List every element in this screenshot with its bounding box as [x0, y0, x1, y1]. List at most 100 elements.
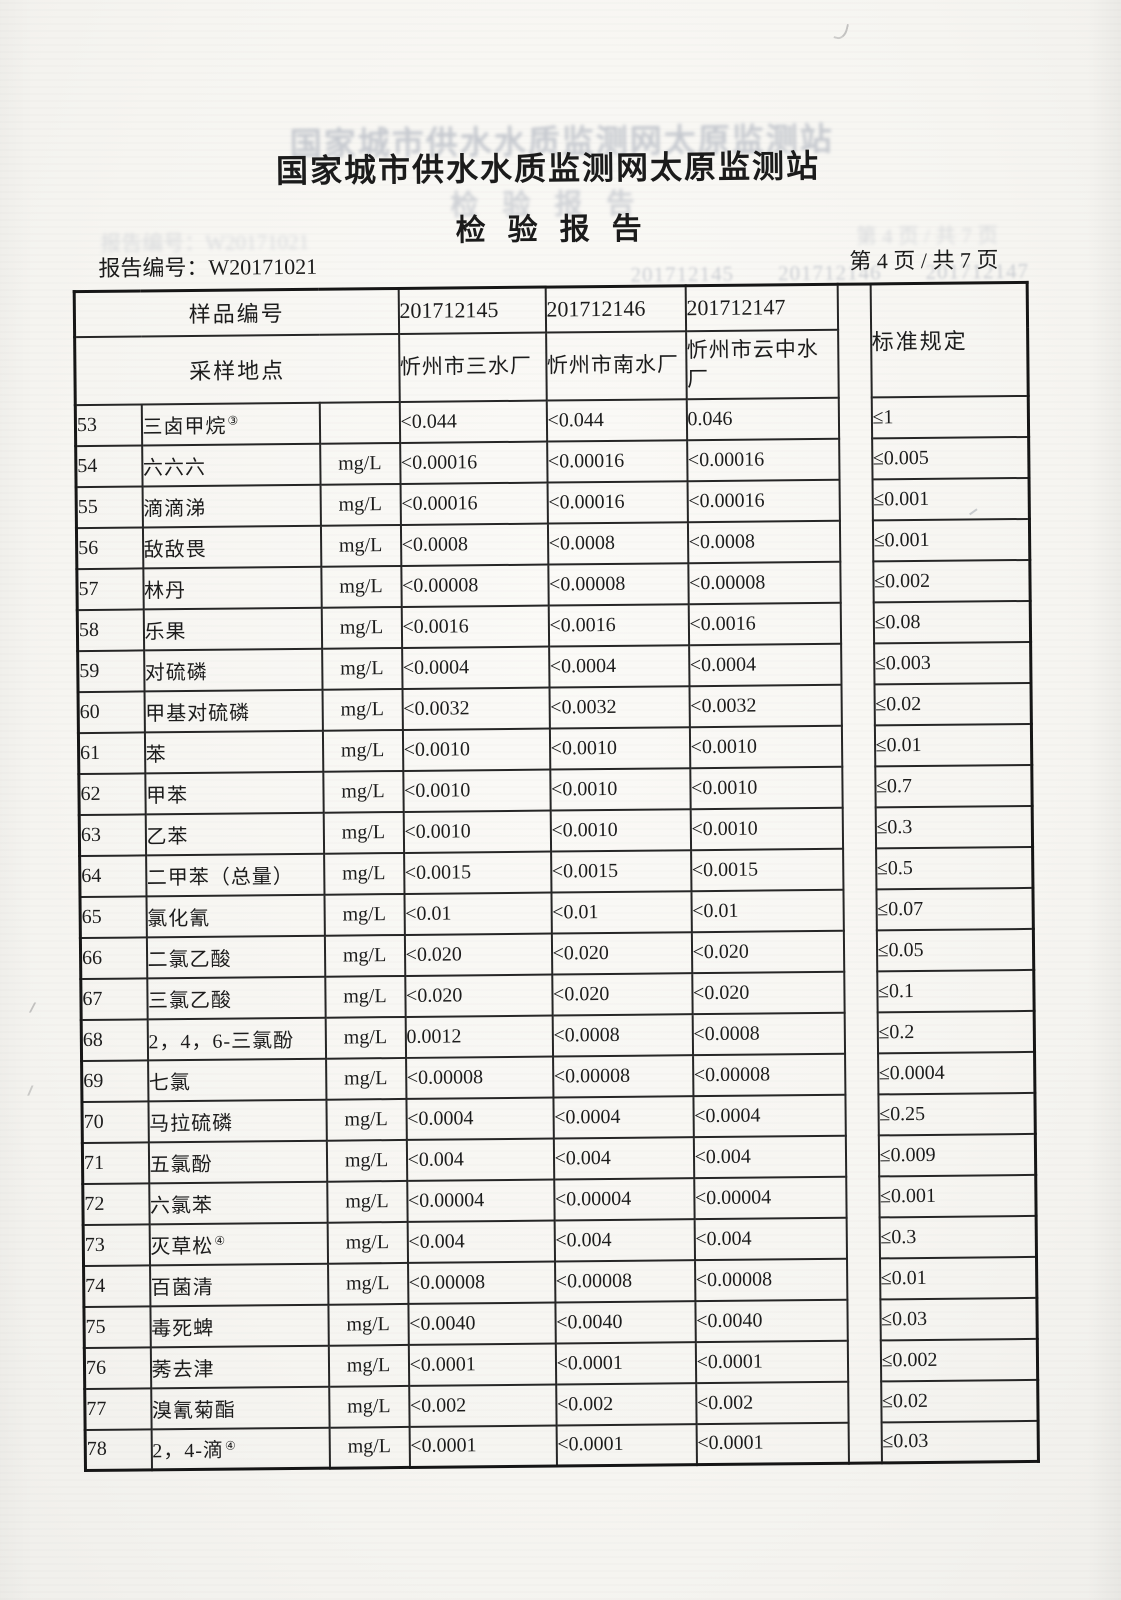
parameter-name: 甲苯 [144, 771, 324, 814]
result-sample-2: <0.0010 [549, 726, 690, 770]
result-sample-3: <0.0010 [690, 807, 843, 850]
standard-limit: ≤0.5 [875, 846, 1033, 889]
parameter-unit: mg/L [320, 565, 402, 608]
parameter-name: 溴氰菊酯 [150, 1386, 330, 1429]
result-sample-2: <0.0010 [549, 767, 691, 811]
result-sample-3: <0.00008 [694, 1258, 847, 1301]
result-sample-2: <0.00008 [554, 1259, 695, 1303]
result-sample-1: 0.0012 [405, 1015, 553, 1058]
standard-limit: ≤0.1 [876, 969, 1035, 1012]
parameter-unit: mg/L [319, 442, 401, 485]
result-sample-3: <0.0015 [690, 848, 843, 891]
parameter-index: 63 [79, 813, 146, 856]
parameter-name: 对硫磷 [143, 648, 323, 691]
result-sample-3: <0.004 [694, 1217, 847, 1260]
result-sample-2: <0.0008 [552, 1013, 693, 1057]
scan-artifact [28, 1002, 44, 1013]
result-sample-2: <0.0015 [550, 849, 691, 893]
result-sample-2: <0.0032 [549, 685, 690, 729]
parameter-unit: mg/L [325, 1098, 407, 1141]
standard-limit: ≤0.03 [881, 1420, 1039, 1463]
result-sample-3: <0.0016 [688, 602, 841, 645]
standard-limit: ≤0.002 [880, 1338, 1038, 1381]
parameter-name: 七氯 [147, 1058, 326, 1101]
parameter-name: 滴滴涕 [142, 484, 321, 527]
result-sample-1: <0.0001 [408, 1343, 556, 1386]
parameter-name: 六氯苯 [148, 1181, 328, 1224]
parameter-index: 62 [78, 772, 146, 815]
parameter-index: 69 [81, 1059, 148, 1102]
result-sample-3: <0.01 [690, 889, 844, 932]
result-sample-3: <0.0008 [692, 1012, 845, 1055]
parameter-name: 五氯酚 [148, 1140, 327, 1183]
result-sample-3: <0.0032 [689, 684, 842, 727]
result-sample-1: <0.00016 [400, 482, 548, 525]
scan-artifact [833, 21, 850, 41]
standard-limit: ≤0.01 [879, 1256, 1037, 1299]
standard-limit: ≤0.01 [874, 723, 1032, 766]
result-sample-1: <0.00008 [400, 564, 549, 607]
result-sample-2: <0.0001 [556, 1423, 697, 1467]
parameter-unit: mg/L [324, 934, 405, 977]
parameter-unit: mg/L [322, 688, 403, 731]
result-sample-1: <0.0010 [402, 728, 550, 771]
standard-limit: ≤0.02 [874, 682, 1032, 725]
result-sample-2: <0.004 [554, 1218, 695, 1262]
standard-limit: ≤0.05 [876, 928, 1034, 971]
result-sample-2: <0.020 [551, 931, 692, 975]
parameter-unit: mg/L [323, 852, 405, 895]
standard-limit: ≤0.08 [873, 600, 1031, 643]
parameter-index: 77 [84, 1387, 152, 1430]
parameter-index: 72 [82, 1182, 150, 1225]
scan-artifact [27, 1085, 41, 1096]
standard-limit: ≤0.001 [872, 518, 1030, 561]
parameter-index: 78 [85, 1428, 152, 1471]
footnote-marker: ③ [227, 413, 240, 428]
parameter-unit: mg/L [327, 1303, 409, 1346]
parameter-index: 68 [81, 1018, 148, 1061]
result-sample-2: <0.01 [551, 890, 692, 934]
parameter-name: 灭草松④ [149, 1222, 328, 1265]
standard-limit: ≤0.7 [874, 764, 1033, 807]
standard-limit: ≤0.003 [873, 641, 1032, 684]
table-header-row-sample-ids: 样品编号 201712145 201712146 201712147 标准规定 [74, 282, 1029, 1464]
result-sample-3: <0.00016 [686, 438, 840, 481]
result-sample-2: <0.00008 [547, 562, 689, 606]
parameter-unit: mg/L [323, 893, 405, 936]
result-sample-1: <0.00008 [407, 1261, 555, 1304]
parameter-name: 甲基对硫磷 [144, 689, 323, 732]
location-plant-1: 忻州市三水厂 [398, 332, 547, 402]
result-sample-3: <0.00016 [687, 479, 840, 522]
parameter-name: 三卤甲烷③ [141, 402, 320, 445]
result-sample-1: <0.0010 [402, 769, 551, 812]
parameter-name: 2，4，6-三氯酚 [147, 1017, 326, 1060]
parameter-unit: mg/L [327, 1221, 408, 1264]
water-quality-results-table: 样品编号 201712145 201712146 201712147 标准规定 … [72, 280, 1041, 1473]
parameter-name: 百菌清 [149, 1263, 328, 1306]
standard-limit: ≤0.0004 [877, 1051, 1035, 1094]
result-sample-1: <0.0008 [400, 523, 548, 566]
result-sample-1: <0.0032 [402, 687, 550, 730]
parameter-unit: mg/L [320, 483, 401, 526]
standard-limit: ≤0.005 [871, 436, 1030, 479]
result-sample-2: <0.0001 [555, 1341, 696, 1385]
result-sample-2: <0.0008 [547, 521, 688, 565]
result-sample-2: <0.0016 [548, 603, 689, 647]
result-sample-1: <0.0010 [403, 810, 551, 853]
standard-limit-label: 标准规定 [870, 282, 1029, 397]
result-sample-1: <0.00008 [405, 1056, 553, 1099]
result-sample-3: <0.0001 [696, 1422, 849, 1465]
parameter-index: 64 [79, 854, 146, 897]
parameter-name: 六六六 [141, 443, 321, 486]
result-sample-3: <0.0040 [694, 1299, 848, 1342]
result-sample-3: <0.0010 [689, 766, 843, 809]
result-sample-3: <0.00004 [693, 1176, 847, 1219]
result-sample-2: <0.044 [546, 398, 687, 442]
result-sample-3: <0.0001 [695, 1340, 848, 1383]
result-sample-2: <0.0004 [548, 644, 690, 688]
standard-limit: ≤0.3 [879, 1215, 1037, 1258]
result-sample-2: <0.0040 [554, 1300, 696, 1344]
parameter-unit: mg/L [328, 1344, 409, 1387]
parameter-index: 65 [79, 895, 147, 938]
